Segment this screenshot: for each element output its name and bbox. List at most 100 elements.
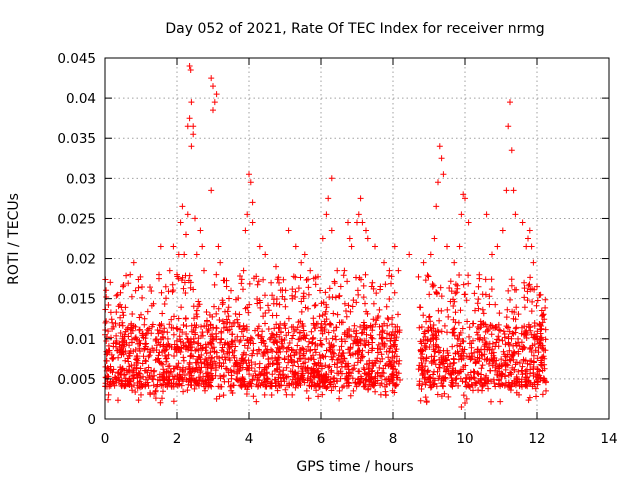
data-point (499, 227, 506, 234)
data-point (170, 324, 177, 331)
data-point (197, 227, 204, 234)
data-point (249, 199, 256, 206)
data-point (258, 335, 264, 342)
data-point (162, 347, 169, 354)
data-point (479, 291, 486, 298)
data-point (297, 274, 304, 281)
data-point (217, 339, 224, 346)
data-point (377, 346, 384, 352)
data-point (282, 325, 289, 332)
data-point (510, 187, 517, 194)
data-point (461, 291, 468, 298)
data-point (336, 387, 343, 394)
data-point (471, 369, 478, 376)
data-point (168, 383, 175, 390)
data-point (531, 286, 538, 293)
data-point (208, 370, 214, 377)
data-point (220, 392, 227, 399)
data-point (135, 360, 141, 366)
data-point (301, 379, 308, 386)
data-point (323, 304, 330, 311)
data-point (513, 342, 520, 349)
data-point (462, 195, 468, 202)
data-point (284, 382, 290, 389)
data-point (435, 179, 441, 186)
data-point (473, 359, 479, 366)
data-point (322, 289, 329, 296)
data-point (479, 306, 486, 313)
data-point (229, 338, 236, 345)
data-point (268, 330, 275, 337)
data-point (157, 243, 164, 250)
data-point (323, 316, 330, 323)
data-point (314, 369, 321, 376)
data-point (265, 307, 272, 314)
data-point (391, 389, 398, 396)
data-point (302, 355, 308, 362)
data-point (274, 387, 281, 394)
data-point (485, 385, 492, 392)
data-point (319, 330, 326, 337)
data-point (298, 259, 305, 266)
data-point (313, 387, 320, 394)
data-point (457, 329, 464, 336)
data-point (180, 354, 187, 361)
data-point (113, 379, 120, 386)
data-point (432, 348, 439, 355)
data-point (103, 287, 110, 294)
data-point (490, 352, 497, 359)
data-point (190, 303, 197, 310)
data-points (102, 63, 549, 410)
data-point (364, 235, 371, 242)
data-point (513, 324, 520, 331)
data-point (450, 303, 457, 309)
data-point (262, 251, 269, 258)
data-point (229, 331, 236, 338)
data-point (465, 272, 472, 279)
data-point (420, 356, 427, 362)
data-point (165, 351, 172, 358)
data-point (122, 357, 129, 364)
data-point (128, 336, 135, 343)
data-point (183, 331, 190, 337)
data-point (519, 363, 526, 370)
data-point (305, 395, 312, 402)
data-point (521, 294, 528, 301)
data-point (323, 385, 330, 391)
data-point (427, 251, 434, 258)
data-point (445, 313, 452, 320)
data-point (162, 352, 168, 359)
data-point (351, 322, 358, 329)
data-point (419, 370, 426, 377)
data-point (105, 347, 112, 354)
data-point (123, 339, 130, 346)
data-point (147, 284, 153, 291)
data-point (439, 382, 446, 389)
data-point (156, 271, 162, 278)
data-point (170, 243, 177, 250)
data-point (245, 309, 252, 316)
data-point (513, 359, 520, 366)
data-point (382, 376, 389, 383)
data-point (523, 332, 530, 338)
data-point (493, 357, 500, 364)
data-point (204, 369, 211, 376)
data-point (300, 327, 307, 334)
data-point (234, 333, 241, 340)
data-point (339, 319, 346, 326)
data-point (277, 348, 284, 355)
data-point (180, 388, 187, 395)
data-point (465, 371, 471, 378)
data-point (250, 347, 257, 354)
data-point (289, 362, 296, 369)
data-point (166, 321, 173, 328)
data-point (427, 382, 434, 389)
data-point (358, 352, 365, 358)
data-point (202, 347, 209, 354)
data-point (437, 284, 444, 291)
data-point (201, 267, 207, 274)
data-point (460, 392, 467, 399)
data-point (496, 368, 503, 375)
data-point (205, 379, 212, 386)
data-point (307, 355, 314, 362)
